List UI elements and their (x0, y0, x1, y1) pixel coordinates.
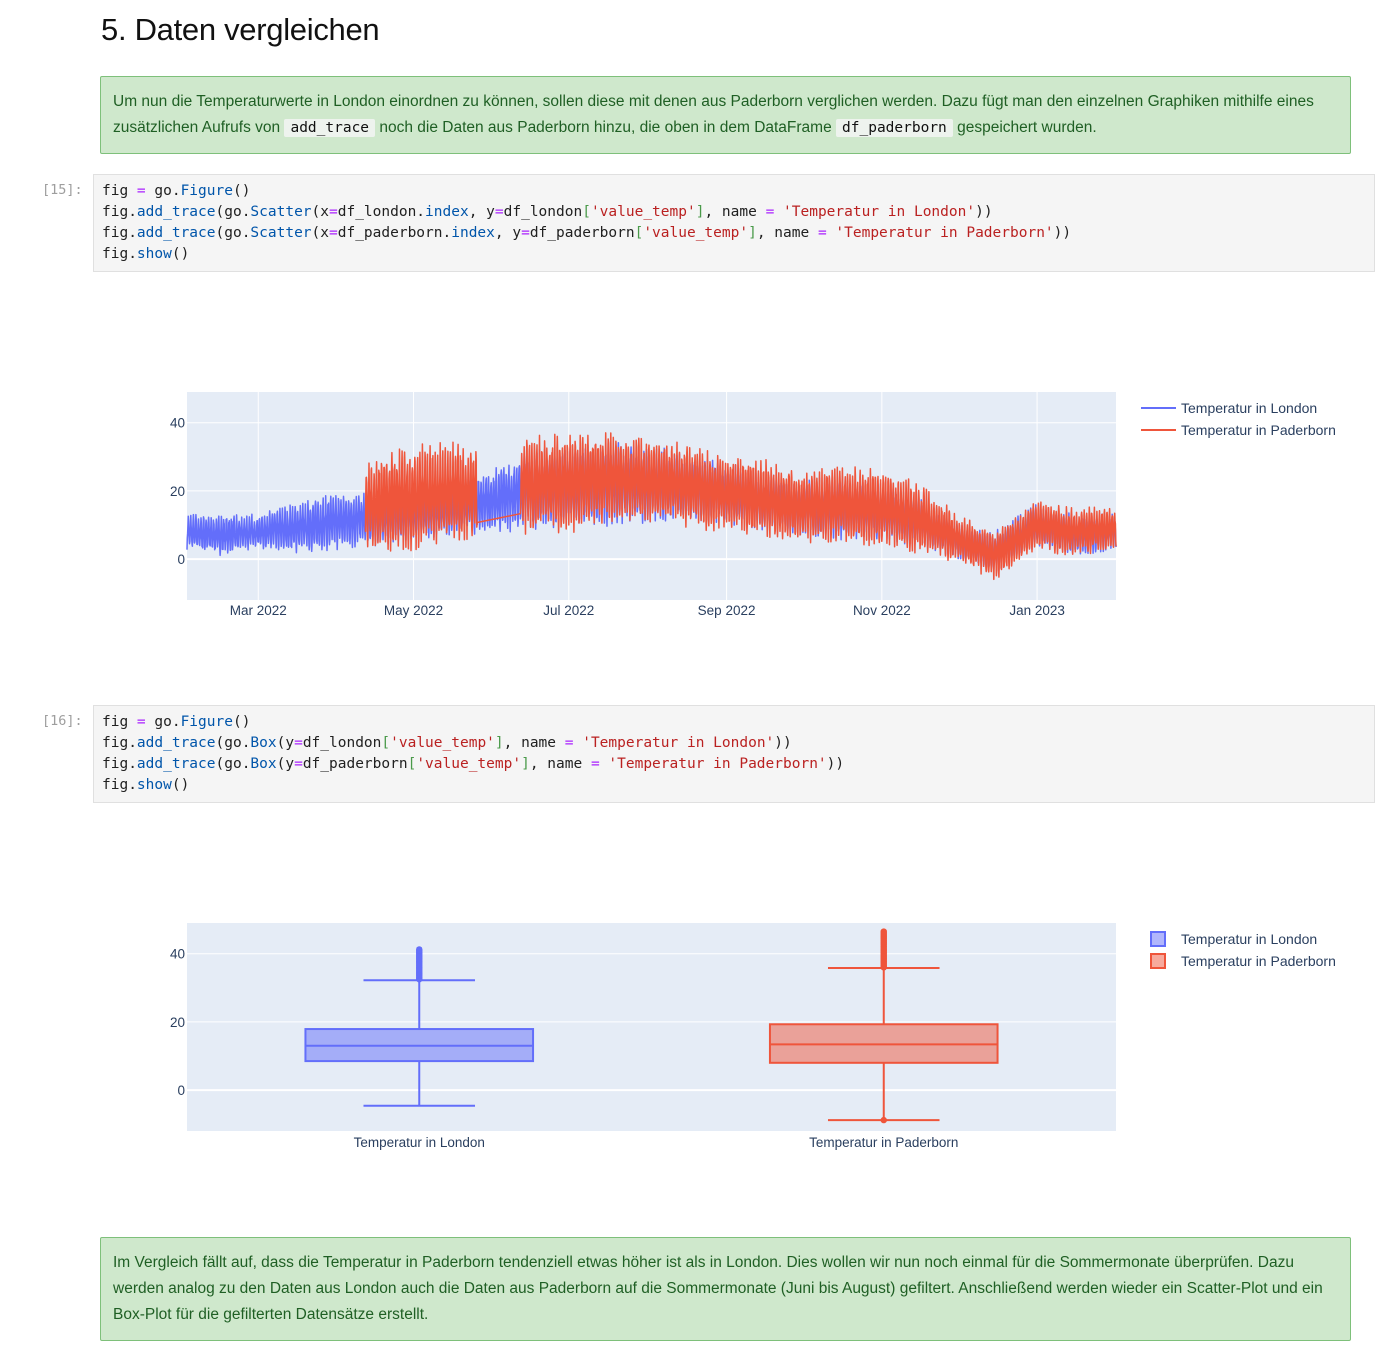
y-tick-label: 0 (177, 1083, 185, 1098)
code-line: fig.show() (102, 246, 190, 262)
code-line: fig.add_trace(go.Scatter(x=df_london.ind… (102, 204, 993, 220)
legend[interactable]: Temperatur in London Temperatur in Pader… (1150, 931, 1336, 969)
x-tick-label: May 2022 (384, 603, 443, 618)
plot-area (187, 392, 1116, 600)
outlier-point (880, 1116, 887, 1124)
x-tick-label: Jul 2022 (543, 603, 594, 618)
x-tick-label: Mar 2022 (230, 603, 287, 618)
box-chart[interactable]: 0 20 40 Temperatur in London Temperatur in P… (0, 916, 1390, 1156)
x-tick-label: Temperatur in Paderborn (809, 1135, 958, 1150)
conclusion-note: Im Vergleich fällt auf, dass die Tempera… (100, 1237, 1351, 1341)
code-line: fig.add_trace(go.Box(y=df_london['value_… (102, 735, 792, 751)
line-chart[interactable]: Mar 2022 May 2022 Jul 2022 Sep 2022 Nov 2022… (0, 385, 1390, 625)
intro-text: Um nun die Temperaturwerte in London ein… (113, 93, 1314, 136)
legend-label-paderborn: Temperatur in Paderborn (1181, 953, 1336, 969)
code-line: fig.add_trace(go.Scatter(x=df_paderborn.… (102, 225, 1072, 241)
x-tick-label: Nov 2022 (853, 603, 911, 618)
legend-label-london: Temperatur in London (1181, 931, 1317, 947)
legend-swatch-london (1150, 931, 1166, 947)
code-line: fig.add_trace(go.Box(y=df_paderborn['val… (102, 756, 845, 772)
legend-label-paderborn: Temperatur in Paderborn (1181, 422, 1336, 438)
x-tick-label: Temperatur in London (354, 1135, 485, 1150)
cell-prompt: [16]: (42, 713, 83, 729)
y-tick-label: 40 (170, 416, 185, 431)
section-heading: 5. Daten vergleichen (101, 12, 380, 47)
outlier-point (880, 928, 887, 935)
legend-label-london: Temperatur in London (1181, 400, 1317, 416)
code-line: fig = go.Figure() (102, 183, 251, 199)
x-tick-label: Sep 2022 (698, 603, 756, 618)
cell-prompt: [15]: (42, 182, 83, 198)
inline-code-add-trace: add_trace (284, 119, 376, 137)
intro-note: Um nun die Temperaturwerte in London ein… (100, 76, 1351, 154)
legend-swatch-paderborn (1150, 953, 1166, 969)
code-cell[interactable]: fig = go.Figure() fig.add_trace(go.Box(y=… (93, 705, 1375, 803)
code-line: fig = go.Figure() (102, 714, 251, 730)
inline-code-df-paderborn: df_paderborn (836, 119, 953, 137)
outlier-point (416, 946, 423, 953)
intro-text: noch die Daten aus Paderborn hinzu, die … (375, 119, 837, 136)
intro-text: gespeichert wurden. (952, 119, 1097, 136)
conclusion-text: Im Vergleich fällt auf, dass die Tempera… (113, 1254, 1323, 1323)
series-line-paderborn (364, 432, 1117, 581)
code-cell[interactable]: fig = go.Figure() fig.add_trace(go.Scatte… (93, 174, 1375, 272)
y-tick-label: 20 (170, 484, 185, 499)
x-tick-label: Jan 2023 (1009, 603, 1065, 618)
y-tick-label: 0 (177, 552, 185, 567)
y-tick-label: 20 (170, 1015, 185, 1030)
y-tick-label: 40 (170, 947, 185, 962)
code-line: fig.show() (102, 777, 190, 793)
legend[interactable]: Temperatur in London Temperatur in Pader… (1141, 400, 1336, 438)
